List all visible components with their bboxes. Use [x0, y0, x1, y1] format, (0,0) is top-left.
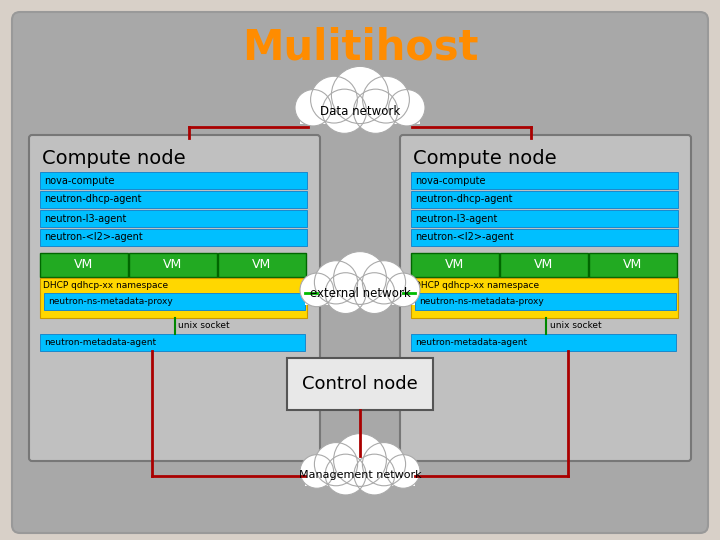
Circle shape — [354, 454, 395, 495]
Bar — [129, 253, 217, 277]
Circle shape — [315, 443, 358, 486]
Circle shape — [362, 443, 405, 486]
Circle shape — [387, 273, 420, 307]
FancyBboxPatch shape — [12, 12, 708, 533]
Bar — [305, 288, 415, 305]
Circle shape — [323, 89, 366, 133]
Text: neutron-dhcp-agent: neutron-dhcp-agent — [44, 194, 142, 205]
Bar — [411, 278, 678, 318]
Text: Mulitihost: Mulitihost — [242, 27, 478, 69]
Text: VM: VM — [624, 259, 643, 272]
Bar — [300, 105, 420, 124]
Text: nova-compute: nova-compute — [44, 176, 114, 186]
Text: Management network: Management network — [299, 470, 421, 480]
Circle shape — [325, 454, 366, 495]
Bar — [411, 334, 676, 351]
Text: VM: VM — [534, 259, 554, 272]
Circle shape — [363, 76, 410, 123]
Circle shape — [325, 273, 366, 314]
Circle shape — [315, 261, 358, 304]
Bar — [287, 358, 433, 410]
Text: VM: VM — [74, 259, 94, 272]
Text: neutron-dhcp-agent: neutron-dhcp-agent — [415, 194, 513, 205]
Text: neutron-<l2>-agent: neutron-<l2>-agent — [415, 233, 514, 242]
Bar — [40, 210, 307, 227]
Text: VM: VM — [446, 259, 464, 272]
Bar — [411, 191, 678, 208]
Bar — [589, 253, 677, 277]
Circle shape — [354, 89, 397, 133]
Bar — [44, 293, 305, 310]
Bar — [415, 293, 676, 310]
Circle shape — [333, 252, 387, 305]
Text: neutron-metadata-agent: neutron-metadata-agent — [415, 338, 527, 347]
Text: neutron-l3-agent: neutron-l3-agent — [415, 213, 498, 224]
Bar — [40, 229, 307, 246]
FancyBboxPatch shape — [29, 135, 320, 461]
Circle shape — [310, 76, 357, 123]
Circle shape — [295, 90, 331, 126]
Text: VM: VM — [253, 259, 271, 272]
Circle shape — [300, 273, 333, 307]
Bar — [40, 253, 128, 277]
Text: unix socket: unix socket — [549, 321, 601, 330]
Bar — [305, 469, 415, 486]
Text: neutron-metadata-agent: neutron-metadata-agent — [44, 338, 156, 347]
Circle shape — [362, 261, 405, 304]
Circle shape — [389, 90, 425, 126]
Bar — [40, 278, 307, 318]
Bar — [40, 334, 305, 351]
Circle shape — [387, 455, 420, 488]
Text: Data network: Data network — [320, 105, 400, 118]
FancyBboxPatch shape — [400, 135, 691, 461]
Text: VM: VM — [163, 259, 183, 272]
Text: unix socket: unix socket — [179, 321, 230, 330]
Text: Compute node: Compute node — [42, 148, 186, 167]
Text: nova-compute: nova-compute — [415, 176, 485, 186]
Bar — [500, 253, 588, 277]
Circle shape — [331, 66, 389, 124]
Bar — [218, 253, 306, 277]
Bar — [411, 253, 499, 277]
Text: Control node: Control node — [302, 375, 418, 393]
Circle shape — [354, 273, 395, 314]
Bar — [411, 210, 678, 227]
Text: neutron-ns-metadata-proxy: neutron-ns-metadata-proxy — [419, 297, 544, 306]
Text: neutron-<l2>-agent: neutron-<l2>-agent — [44, 233, 143, 242]
Circle shape — [333, 434, 387, 487]
Circle shape — [300, 455, 333, 488]
Text: neutron-l3-agent: neutron-l3-agent — [44, 213, 127, 224]
Text: Compute node: Compute node — [413, 148, 557, 167]
Text: DHCP qdhcp-xx namespace: DHCP qdhcp-xx namespace — [414, 280, 539, 289]
Bar — [411, 172, 678, 189]
Text: DHCP qdhcp-xx namespace: DHCP qdhcp-xx namespace — [43, 280, 168, 289]
Bar — [411, 229, 678, 246]
Bar — [40, 191, 307, 208]
Text: external network: external network — [310, 287, 410, 300]
Text: neutron-ns-metadata-proxy: neutron-ns-metadata-proxy — [48, 297, 173, 306]
Bar — [40, 172, 307, 189]
